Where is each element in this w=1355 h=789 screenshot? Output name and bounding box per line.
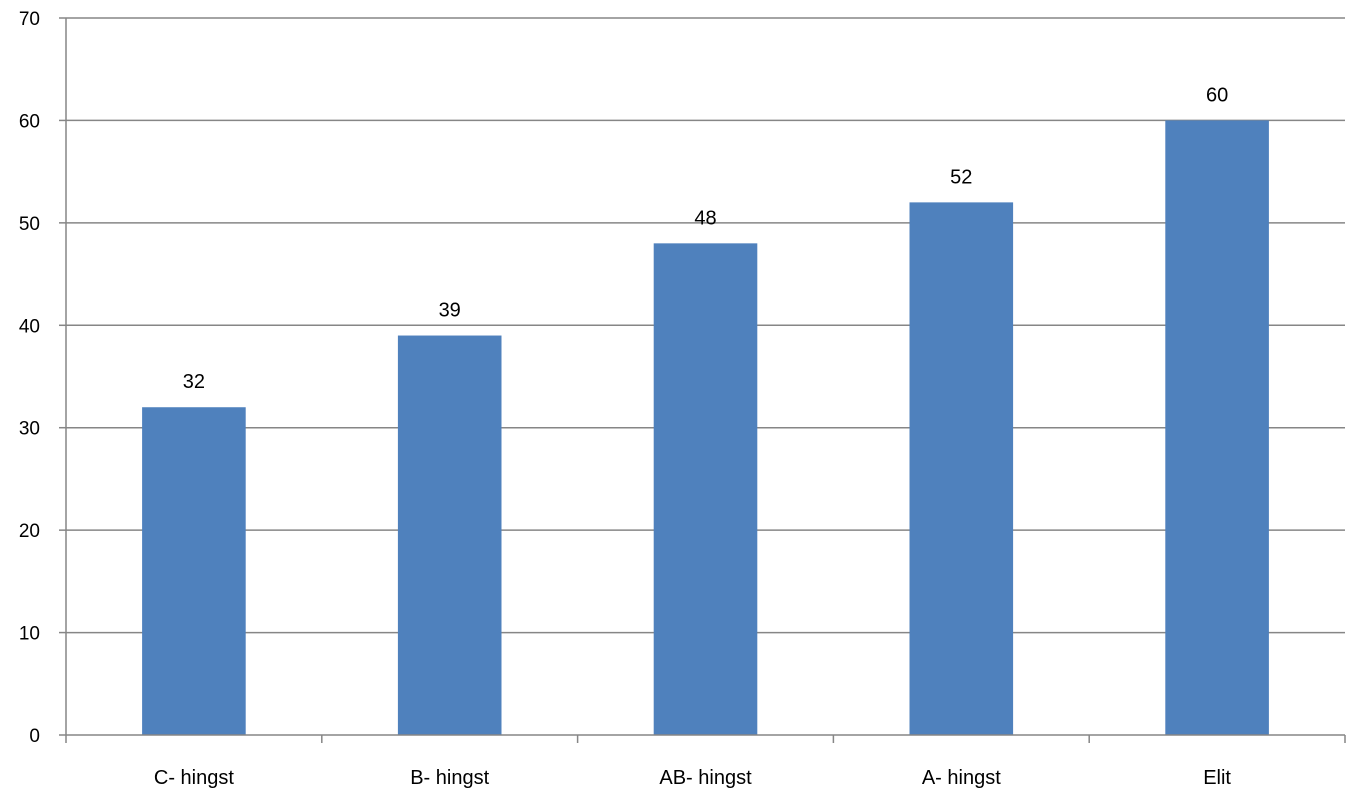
x-tick-marks: [65, 735, 1346, 743]
y-tick-label: 20: [19, 521, 40, 542]
data-label: 39: [439, 300, 461, 322]
data-labels: 32 39 48 52 60: [183, 84, 1228, 393]
y-tick-label: 30: [19, 419, 40, 440]
bar: [1165, 120, 1269, 735]
category-labels: C- hingst B- hingst AB- hingst A- hingst Eli…: [154, 767, 1232, 789]
bar-series: [142, 120, 1269, 736]
y-tick-label: 50: [19, 214, 40, 235]
bar: [653, 243, 758, 736]
bar: [397, 335, 502, 735]
data-label: 32: [183, 371, 205, 393]
y-tick-label: 60: [19, 111, 40, 132]
data-label: 52: [950, 166, 972, 188]
bar: [909, 202, 1014, 735]
data-label: 60: [1206, 84, 1228, 106]
category-label: AB- hingst: [659, 767, 752, 789]
y-tick-labels: 0 10 20 30 40 50 60 70: [19, 9, 66, 747]
y-tick-label: 0: [29, 726, 40, 747]
data-label: 48: [694, 207, 716, 229]
y-tick-label: 10: [19, 624, 40, 645]
axes: [65, 18, 1345, 736]
category-label: B- hingst: [410, 767, 489, 789]
y-tick-label: 40: [19, 316, 40, 337]
category-label: C- hingst: [154, 767, 234, 789]
category-label: Elit: [1203, 767, 1231, 789]
bar: [142, 407, 246, 735]
y-tick-label: 70: [19, 9, 40, 30]
category-label: A- hingst: [922, 767, 1001, 789]
